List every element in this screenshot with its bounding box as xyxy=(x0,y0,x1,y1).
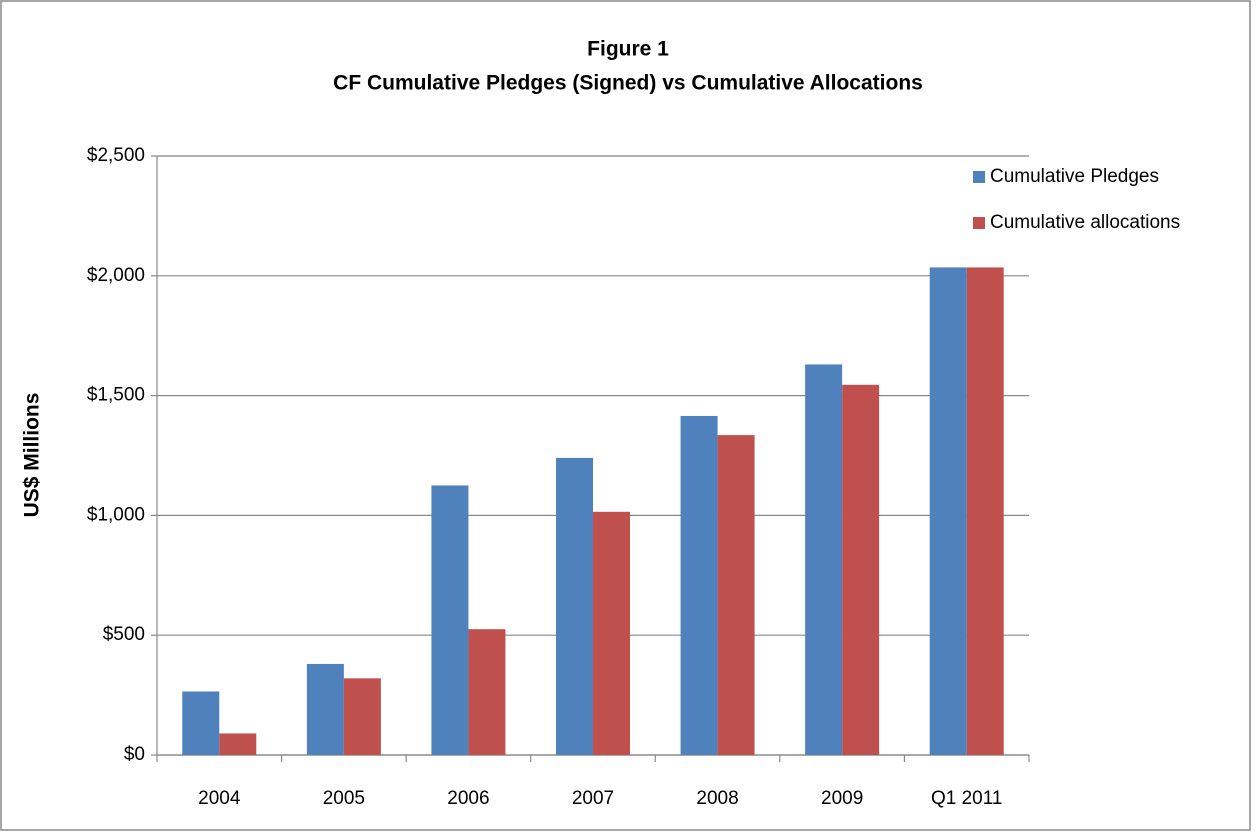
x-tick-label: 2008 xyxy=(696,788,738,809)
legend-swatch xyxy=(973,217,985,229)
y-tick-label: $500 xyxy=(103,624,145,645)
y-tick-label: $2,500 xyxy=(87,145,145,166)
bar xyxy=(343,678,381,755)
x-tick-label: 2009 xyxy=(821,788,863,809)
legend-label: Cumulative allocations xyxy=(990,212,1180,233)
bar xyxy=(842,384,880,755)
bar xyxy=(431,485,469,755)
chart-title: Figure 1 xyxy=(587,38,669,61)
x-tick-label: 2005 xyxy=(323,788,365,809)
bar xyxy=(680,415,718,755)
legend-swatch xyxy=(973,171,985,183)
bar xyxy=(556,457,593,755)
x-tick-label: 2006 xyxy=(447,788,489,809)
y-tick-label: $1,000 xyxy=(87,504,145,525)
bar xyxy=(929,267,967,755)
x-tick-label: 2007 xyxy=(572,788,614,809)
bar xyxy=(966,267,1004,755)
bar xyxy=(717,435,755,755)
y-tick-label: $0 xyxy=(124,744,145,765)
y-tick-label: $2,000 xyxy=(87,265,145,286)
bar xyxy=(468,629,506,755)
chart-subtitle: CF Cumulative Pledges (Signed) vs Cumula… xyxy=(333,72,923,95)
bar xyxy=(182,691,220,755)
y-tick-label: $1,500 xyxy=(87,385,145,406)
y-axis-label: US$ Millions xyxy=(21,393,44,518)
bar xyxy=(306,663,344,755)
x-tick-label: 2004 xyxy=(198,788,241,809)
x-tick-label: Q1 2011 xyxy=(931,788,1002,809)
legend-label: Cumulative Pledges xyxy=(990,166,1159,187)
bar xyxy=(593,511,630,755)
bar xyxy=(805,364,843,755)
bar xyxy=(219,733,257,755)
